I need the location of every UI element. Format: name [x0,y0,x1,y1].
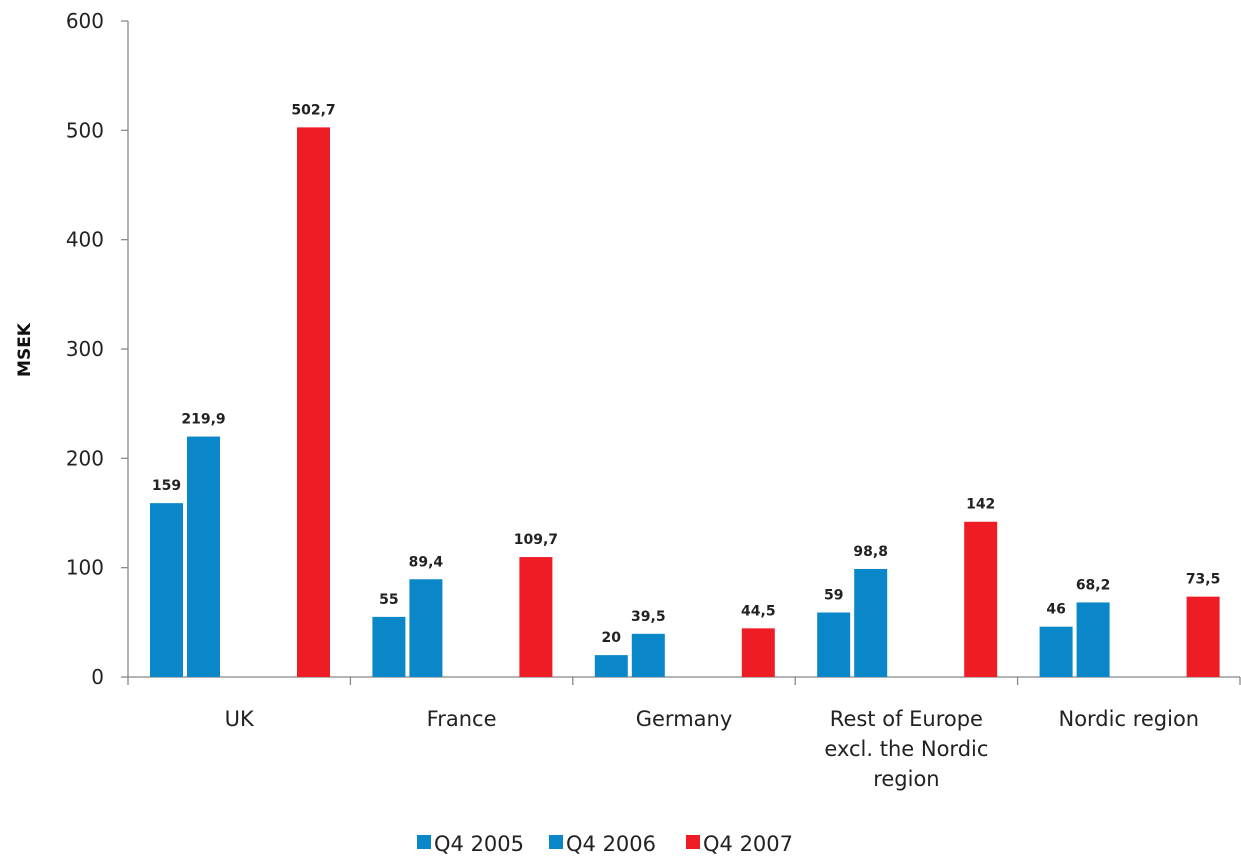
data-label: 68,2 [1076,577,1111,593]
x-category-label: Nordic region [1058,707,1199,731]
x-category-label: Germany [636,707,733,731]
bar-q4-2005 [1039,626,1073,677]
data-label: 159 [152,478,181,494]
x-category-label: France [427,707,497,731]
bar-q4-2005 [372,616,406,677]
y-tick-label: 500 [66,118,104,142]
bar-q4-2005 [817,612,851,677]
x-category-label: UK [225,707,255,731]
y-tick-label: 600 [66,9,104,33]
data-label: 98,8 [853,544,888,560]
bar-q4-2007 [964,521,998,677]
data-label: 142 [966,497,995,513]
data-label: 73,5 [1186,572,1221,588]
x-category-label: Rest of Europe excl. the Nordic region [824,707,988,791]
bar-q4-2007 [297,127,330,677]
legend-label: Q4 2005 [434,832,524,856]
bar-q4-2006 [409,579,443,677]
y-tick-label: 200 [66,446,104,470]
data-label: 20 [602,630,622,646]
legend-label: Q4 2007 [703,832,793,856]
data-label: 109,7 [514,532,558,548]
bar-q4-2007 [1186,596,1220,677]
y-tick-label: 400 [66,228,104,252]
axes: 0 100 200 300 400 500 600 UK France Germany Rest o… [66,9,1241,791]
data-label: 46 [1046,602,1065,618]
y-axis-title: MSEK [15,322,35,377]
bar-q4-2006 [854,568,888,677]
data-label: 89,4 [409,554,444,570]
y-tick-label: 100 [66,556,104,580]
bar-q4-2005 [150,503,183,677]
bar-q4-2006 [187,436,220,677]
bar-q4-2006 [1076,602,1110,677]
y-tick-label: 300 [66,337,104,361]
bar-q4-2007 [741,628,775,677]
data-label: 502,7 [291,102,335,118]
data-label: 44,5 [741,603,776,619]
bar-q4-2005 [594,655,628,677]
y-tick-label: 0 [91,665,104,689]
data-label: 59 [824,587,843,603]
bar-q4-2006 [631,633,665,677]
data-label: 55 [379,592,398,608]
bar-q4-2007 [519,557,553,677]
data-label: 39,5 [631,609,666,625]
legend-swatch [417,835,431,849]
legend-swatch [686,835,700,849]
bars [150,127,1220,677]
legend-label: Q4 2006 [566,832,656,856]
legend: Q4 2005 Q4 2006 Q4 2007 [417,832,793,856]
data-labels: 159 55 20 59 46 219,9 89,4 39,5 98,8 68,2 502,7 109… [152,102,1220,646]
legend-swatch [549,835,563,849]
data-label: 219,9 [181,412,225,428]
